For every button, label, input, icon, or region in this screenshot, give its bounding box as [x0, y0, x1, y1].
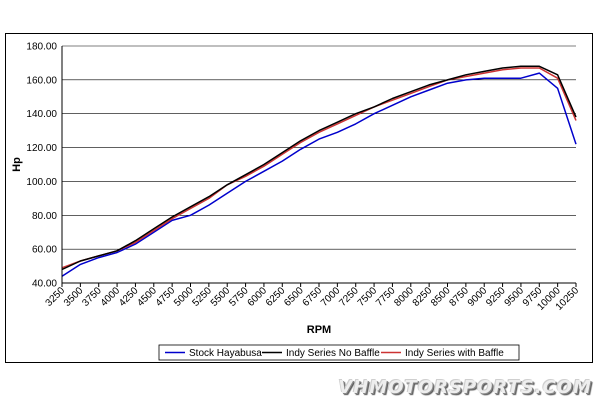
grid-layer [62, 45, 576, 284]
x-tick-label: 7750 [374, 285, 398, 309]
x-tick-label: 8750 [447, 285, 471, 309]
series-layer [61, 65, 577, 277]
x-tick-label: 8500 [429, 285, 453, 309]
chart-frame: 40.00 60.00 80.00 100.00 120.00 140.00 160.00 1… [5, 33, 593, 363]
x-tick-label: 7500 [356, 285, 380, 309]
x-tick-label: 4250 [117, 285, 141, 309]
x-tick-label: 4000 [99, 285, 123, 309]
x-tick-label: 6500 [282, 285, 306, 309]
x-tick-label: 9000 [466, 285, 490, 309]
y-tick-label: 140.00 [26, 109, 57, 120]
legend-label: Stock Hayabusa [189, 348, 262, 359]
x-tick-label: 4500 [135, 285, 159, 309]
y-tick-label: 120.00 [26, 143, 57, 154]
y-tick-label: 160.00 [26, 75, 57, 86]
x-tick-label: 5750 [227, 285, 251, 309]
legend-label: Indy Series No Baffle [286, 348, 380, 359]
series-line-stock-hayabusa [61, 72, 577, 277]
line-chart: 40.00 60.00 80.00 100.00 120.00 140.00 160.00 1… [11, 42, 581, 361]
y-axis-title: Hp [11, 157, 23, 172]
series-line-indy-series-no-baffle [61, 65, 577, 271]
x-tick-label: 6000 [246, 285, 270, 309]
x-axis-title: RPM [307, 324, 331, 336]
x-tick-label: 6250 [264, 285, 288, 309]
x-tick-label: 8250 [411, 285, 435, 309]
legend: Stock Hayabusa Indy Series No Baffle Indy … [158, 344, 520, 361]
x-tick-label: 4750 [154, 285, 178, 309]
axis-layer: 40.00 60.00 80.00 100.00 120.00 140.00 160.00 1… [11, 42, 581, 337]
y-tick-label: 80.00 [32, 211, 57, 222]
x-tick-label: 9500 [503, 285, 527, 309]
x-tick-label: 3500 [62, 285, 86, 309]
legend-label: Indy Series with Baffle [405, 348, 504, 359]
legend-box [158, 344, 520, 361]
x-tick-label: 5250 [190, 285, 214, 309]
series-line-indy-series-with-baffle [61, 67, 577, 269]
x-tick-label: 3750 [80, 285, 104, 309]
x-tick-label: 6750 [301, 285, 325, 309]
y-tick-label: 100.00 [26, 177, 57, 188]
x-tick-label: 5500 [209, 285, 233, 309]
y-tick-label: 180.00 [26, 42, 57, 53]
x-tick-label: 8000 [392, 285, 416, 309]
y-tick-label: 40.00 [32, 279, 57, 290]
x-tick-label: 9250 [484, 285, 508, 309]
watermark-logo: VHMOTORSPORTS.COM [338, 377, 592, 398]
x-tick-label: 5000 [172, 285, 196, 309]
x-tick-label: 7000 [319, 285, 343, 309]
x-tick-label: 7250 [337, 285, 361, 309]
y-tick-label: 60.00 [32, 245, 57, 256]
